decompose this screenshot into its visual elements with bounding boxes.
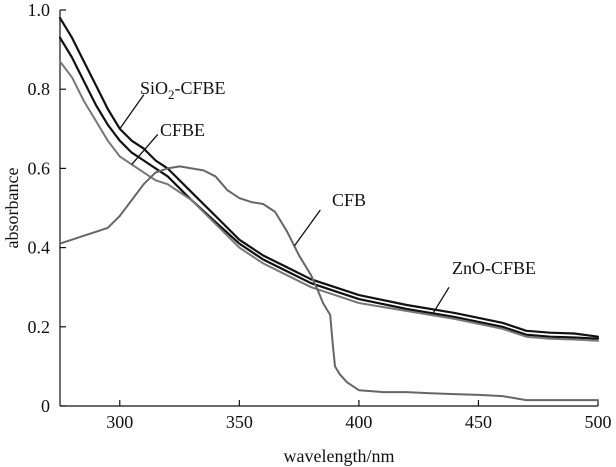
axes [59, 10, 598, 407]
x-tick-label: 400 [345, 412, 372, 432]
annotation-label-sio2-cfbe: SiO2-CFBE [140, 78, 226, 102]
y-tick-label: 0.2 [28, 317, 51, 337]
y-tick-label: 0.8 [28, 79, 51, 99]
annotation-leader-sio2-cfbe [119, 94, 145, 130]
y-tick-label: 1.0 [28, 0, 51, 20]
annotation-label-cfb: CFB [332, 190, 366, 210]
y-tick-label: 0.6 [28, 158, 51, 178]
x-axis-title: wavelength/nm [284, 446, 395, 466]
x-tick-label: 300 [106, 412, 133, 432]
annotation-leader-cfbe [131, 134, 159, 165]
y-tick-label: 0.4 [28, 238, 51, 258]
y-ticks: 0 0.2 0.4 0.6 0.8 1.0 [28, 0, 66, 416]
y-tick-label: 0 [41, 396, 50, 416]
series-line-zno-cfbe [58, 36, 600, 340]
x-tick-label: 450 [465, 412, 492, 432]
y-axis-title: absorbance [2, 168, 22, 249]
annotations: SiO2-CFBE CFBE CFB ZnO-CFBE [119, 78, 536, 314]
series-line-sio2-cfbe [58, 16, 600, 338]
x-ticks: 300 350 400 450 500 [106, 400, 612, 432]
series-layer [58, 16, 600, 402]
series-line-cfb [59, 165, 599, 402]
x-tick-label: 350 [226, 412, 253, 432]
annotation-label-cfbe: CFBE [160, 120, 205, 140]
annotation-leader-cfb [293, 209, 321, 247]
x-tick-label: 500 [585, 412, 612, 432]
series-line-cfbe [59, 60, 599, 342]
annotation-label-zno-cfbe: ZnO-CFBE [452, 258, 536, 278]
annotation-leader-zno-cfbe [432, 286, 450, 314]
